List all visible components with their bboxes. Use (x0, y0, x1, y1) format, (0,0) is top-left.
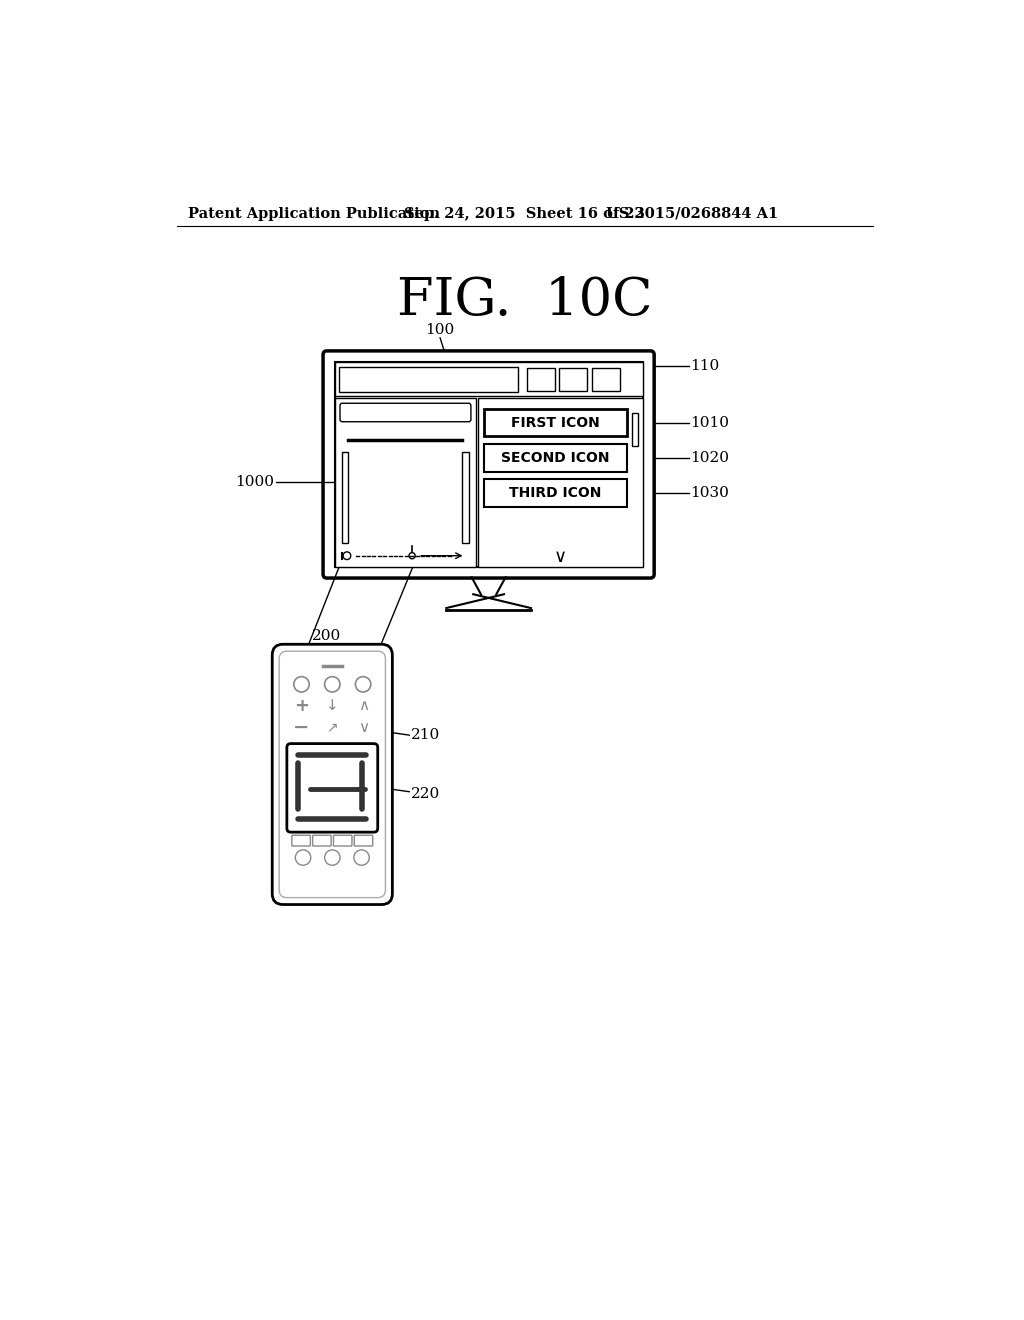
Text: FIRST ICON: FIRST ICON (511, 416, 600, 429)
Text: FIG.  10C: FIG. 10C (397, 276, 652, 326)
Bar (478, 397, 643, 566)
Text: +: + (294, 697, 309, 715)
Text: 1030: 1030 (690, 486, 729, 500)
FancyBboxPatch shape (312, 836, 331, 846)
FancyBboxPatch shape (354, 836, 373, 846)
Text: 210: 210 (411, 729, 440, 742)
FancyBboxPatch shape (340, 404, 471, 422)
Bar (484, 409, 628, 437)
Bar (335, 397, 476, 566)
Bar (527, 368, 555, 391)
Bar (592, 368, 620, 391)
FancyBboxPatch shape (272, 644, 392, 904)
Text: US 2015/0268844 A1: US 2015/0268844 A1 (606, 207, 778, 220)
Bar (335, 363, 643, 566)
Text: Sep. 24, 2015  Sheet 16 of 23: Sep. 24, 2015 Sheet 16 of 23 (403, 207, 645, 220)
FancyBboxPatch shape (287, 743, 378, 832)
Bar (335, 363, 643, 396)
Bar (463, 451, 469, 544)
Bar (339, 367, 518, 392)
Bar (484, 444, 628, 471)
Text: 100: 100 (426, 323, 455, 337)
Bar (559, 368, 587, 391)
Text: THIRD ICON: THIRD ICON (509, 486, 602, 500)
Text: 1000: 1000 (236, 475, 274, 490)
Text: ↓: ↓ (326, 698, 339, 713)
Text: Patent Application Publication: Patent Application Publication (188, 207, 440, 220)
FancyBboxPatch shape (292, 836, 310, 846)
Text: 220: 220 (411, 787, 440, 801)
Text: 1020: 1020 (690, 451, 729, 465)
Bar (342, 451, 348, 544)
Text: −: − (293, 718, 309, 737)
Text: SECOND ICON: SECOND ICON (502, 451, 610, 465)
Text: ∨: ∨ (554, 548, 566, 566)
Text: ↗: ↗ (327, 721, 338, 734)
Text: ∨: ∨ (357, 719, 369, 735)
FancyBboxPatch shape (280, 651, 385, 898)
Text: 110: 110 (690, 359, 720, 374)
FancyBboxPatch shape (334, 836, 352, 846)
Text: 200: 200 (311, 628, 341, 643)
FancyBboxPatch shape (323, 351, 654, 578)
Text: ∧: ∧ (357, 698, 369, 713)
Bar (484, 479, 628, 507)
Text: 1010: 1010 (690, 416, 729, 429)
Bar (632, 413, 638, 446)
